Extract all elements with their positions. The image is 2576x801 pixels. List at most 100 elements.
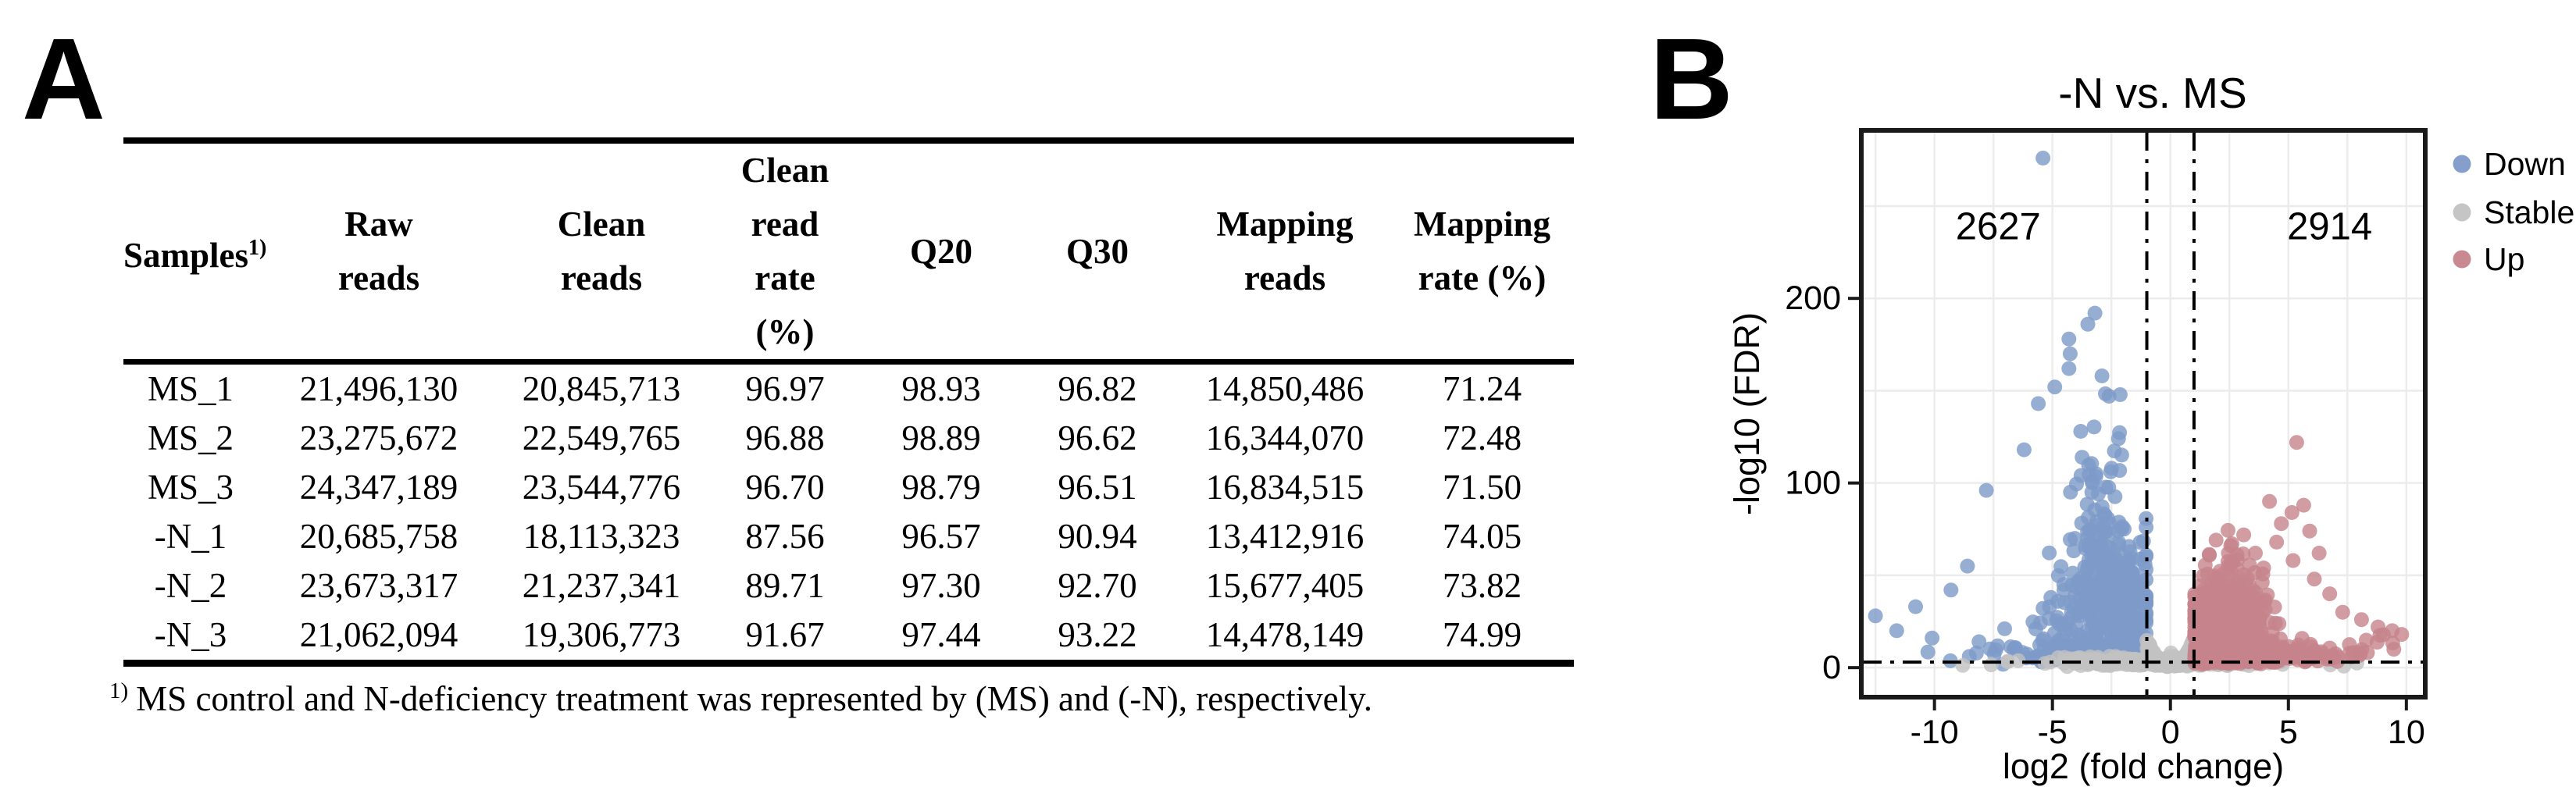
data-point-down [2061,361,2077,376]
data-point-down [2087,549,2103,564]
value-cell: 87.56 [745,517,825,556]
sample-name-cell: MS_3 [147,468,234,507]
value-cell: 96.62 [1058,418,1137,457]
data-point-up [2239,586,2254,601]
data-point-up [2208,532,2224,548]
data-point-down [2007,640,2023,656]
data-point-up [2342,646,2357,661]
data-point-down [1920,644,1936,660]
column-header-samples: Samples1) [123,141,266,365]
data-point-up [2330,649,2346,664]
y-tick-label: 200 [1785,279,1841,317]
value-cell: 97.30 [901,566,981,605]
data-point-up [2285,553,2301,568]
data-point-up [2322,586,2338,602]
column-header-q30: Q30 [1015,141,1179,365]
panel-a-label: A [22,15,105,144]
value-cell: 74.05 [1442,517,1522,556]
data-point-down [2031,396,2046,411]
data-point-down [2056,582,2071,598]
data-point-down [2101,479,2117,495]
data-point-down [2077,559,2093,575]
deg-count-label: 2914 [2287,206,2372,248]
data-point-down [2111,535,2127,550]
value-cell: 90.94 [1058,517,1137,556]
table-row: MS_2 23,275,672 22,549,765 96.88 98.89 96.62 1… [123,414,1574,463]
value-cell: 96.51 [1058,468,1137,507]
data-point-down [2114,547,2129,563]
data-point-down [1925,630,1940,646]
data-point-down [2081,510,2096,525]
data-point-down [2066,543,2082,559]
y-tick-label: 100 [1785,465,1841,502]
value-cell: 98.89 [901,418,981,457]
data-point-down [2078,575,2094,590]
column-header-mapping-reads: Mapping reads [1179,141,1390,365]
data-point-down [2061,331,2077,347]
data-point-down [2113,594,2128,610]
table-row: -N_3 21,062,094 19,306,773 91.67 97.44 93.22 1… [123,611,1574,664]
value-cell: 16,834,515 [1205,468,1365,507]
value-cell: 73.82 [1442,566,1522,605]
data-point-up [2187,629,2203,645]
data-point-up [2238,574,2253,589]
column-header-clean-rate: Clean read rate (%) [703,141,867,365]
y-tick-label: 0 [1822,649,1841,686]
data-point-up [2289,435,2304,450]
data-point-down [2055,617,2071,632]
data-point-down [2075,596,2091,612]
data-point-up [2256,561,2271,575]
data-point-stable [2148,649,2164,664]
data-point-down [2112,387,2128,402]
data-point-up [2221,522,2235,538]
footnote-superscript: 1) [109,678,129,703]
x-tick-label: -5 [2038,714,2068,751]
data-point-down [2125,566,2140,582]
data-point-up [2214,628,2229,643]
data-point-down [2062,346,2078,361]
data-point-up [2221,546,2236,561]
series-up [2187,435,2410,672]
y-axis-label: -log10 (FDR) [1727,312,1767,515]
sample-name-cell: MS_1 [147,369,234,408]
data-point-down [2042,545,2057,561]
value-cell: 24,347,189 [299,468,458,507]
data-point-up [2284,505,2299,520]
data-point-down [1908,599,1923,614]
data-point-up [2201,546,2217,562]
data-point-up [2257,593,2271,609]
value-cell: 16,344,070 [1205,418,1365,457]
data-point-up [2221,587,2236,603]
table-footnote: 1) MS control and N-deficiency treatment … [109,678,1372,719]
data-point-down [2132,535,2148,550]
value-cell: 92.70 [1058,566,1137,605]
column-header-q20: Q20 [867,141,1015,365]
value-cell: 21,237,341 [522,566,681,605]
data-point-down [2035,151,2051,166]
data-point-down [1889,623,1904,639]
value-cell: 14,850,486 [1205,369,1365,408]
data-point-up [2255,631,2271,646]
data-point-down [2117,621,2132,636]
value-cell: 15,677,405 [1205,566,1365,605]
data-point-up [2248,546,2263,561]
data-point-up [2335,604,2350,620]
samples-superscript: 1) [248,235,267,260]
data-point-stable [2000,653,2015,669]
data-point-down [1997,621,2012,636]
value-cell: 20,685,758 [299,517,458,556]
data-point-down [2053,559,2069,575]
data-point-up [2386,642,2402,657]
x-axis-label: log2 (fold change) [2003,746,2284,786]
data-point-down [1960,558,1975,574]
data-point-up [2236,527,2252,543]
data-point-down [2047,379,2063,395]
data-point-stable [2125,657,2140,673]
data-point-down [2104,570,2120,586]
data-point-down [2082,522,2098,538]
legend-dot-down [2453,155,2471,173]
value-cell: 21,496,130 [299,369,458,408]
data-point-down [1943,582,1959,598]
value-cell: 98.79 [901,468,981,507]
